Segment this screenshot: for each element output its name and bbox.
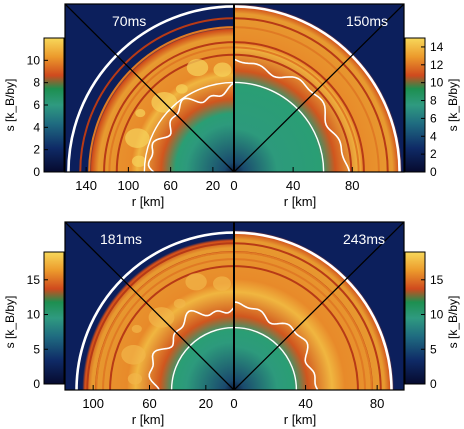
panel-bottom: 181ms 243ms 100 60 20 0 40 80 r [km] r [km] 0…: [3, 221, 460, 427]
x-tick-label-right: 40: [298, 396, 312, 411]
colorbar-tick-label: 10: [430, 76, 444, 90]
diagonal-line-left-top: [65, 4, 235, 172]
x-tick-label-left: 60: [163, 178, 177, 193]
colorbar-tick-label: 12: [430, 58, 444, 72]
x-axis-label-right-bottom: r [km]: [284, 412, 317, 427]
x-tick-label-right: 80: [345, 178, 359, 193]
colorbar-tick-label: 5: [430, 342, 437, 356]
colorbar-tick-label: 0: [33, 377, 40, 391]
x-axis-label-right-top: r [km]: [284, 194, 317, 209]
x-axis-label-left-top: r [km]: [132, 194, 165, 209]
colorbar-right-bottom: [404, 251, 426, 385]
colorbar-left-bottom: [43, 251, 65, 385]
x-tick-label-left: 20: [206, 178, 220, 193]
colorbar-label-right-top: s [k_B/by]: [446, 79, 460, 132]
time-label-181ms: 181ms: [100, 231, 142, 247]
colorbar-tick-label: 2: [33, 143, 40, 157]
colorbar-tick-label: 15: [27, 273, 41, 287]
colorbar-tick-label: 8: [33, 76, 40, 90]
colorbar-tick-label: 4: [33, 120, 40, 134]
colorbar-tick-label: 15: [430, 273, 444, 287]
diagonal-line-right-top: [233, 4, 404, 172]
x-tick-label-left: 20: [199, 396, 213, 411]
colorbar-tick-label: 0: [430, 165, 437, 179]
x-tick-label-right: 0: [230, 178, 237, 193]
time-label-150ms: 150ms: [346, 13, 388, 29]
x-tick-label-right: 80: [370, 396, 384, 411]
colorbar-tick-label: 5: [33, 342, 40, 356]
colorbar-tick-label: 10: [27, 308, 41, 322]
panel-top: 70ms 150ms 140 100 60 20 0 40 80 r [km] r [km]…: [3, 3, 460, 209]
time-label-243ms: 243ms: [343, 231, 385, 247]
x-tick-label-left: 100: [118, 178, 140, 193]
time-label-70ms: 70ms: [112, 13, 146, 29]
x-tick-label-left: 60: [142, 396, 156, 411]
x-tick-label-right: 0: [230, 396, 237, 411]
colorbar-tick-label: 4: [430, 129, 437, 143]
colorbar-label-left-bottom: s [k_B/by]: [3, 296, 17, 349]
x-tick-label-right: 40: [286, 178, 300, 193]
colorbar-tick-label: 0: [430, 377, 437, 391]
x-tick-label-left: 100: [82, 396, 104, 411]
colorbar-tick-label: 14: [430, 40, 444, 54]
gain-contour-right-150ms: [233, 58, 351, 172]
colorbar-tick-label: 0: [33, 165, 40, 179]
x-tick-label-left: 140: [75, 178, 97, 193]
convective-plumes-left-70ms: [125, 59, 232, 167]
diagonal-line-left-bottom: [65, 222, 235, 390]
diagonal-line-right-bottom: [233, 222, 404, 390]
colorbar-tick-label: 6: [430, 111, 437, 125]
colorbar-tick-label: 10: [27, 53, 41, 67]
colorbar-tick-label: 2: [430, 147, 437, 161]
colorbar-tick-label: 10: [430, 308, 444, 322]
colorbar-label-left-top: s [k_B/by]: [3, 79, 17, 132]
colorbar-label-right-bottom: s [k_B/by]: [446, 296, 460, 349]
colorbar-tick-label: 8: [430, 94, 437, 108]
colorbar-right-top: [404, 37, 426, 173]
colorbar-tick-label: 6: [33, 98, 40, 112]
convective-plumes-left-181ms: [121, 273, 231, 385]
x-axis-label-left-bottom: r [km]: [132, 412, 165, 427]
